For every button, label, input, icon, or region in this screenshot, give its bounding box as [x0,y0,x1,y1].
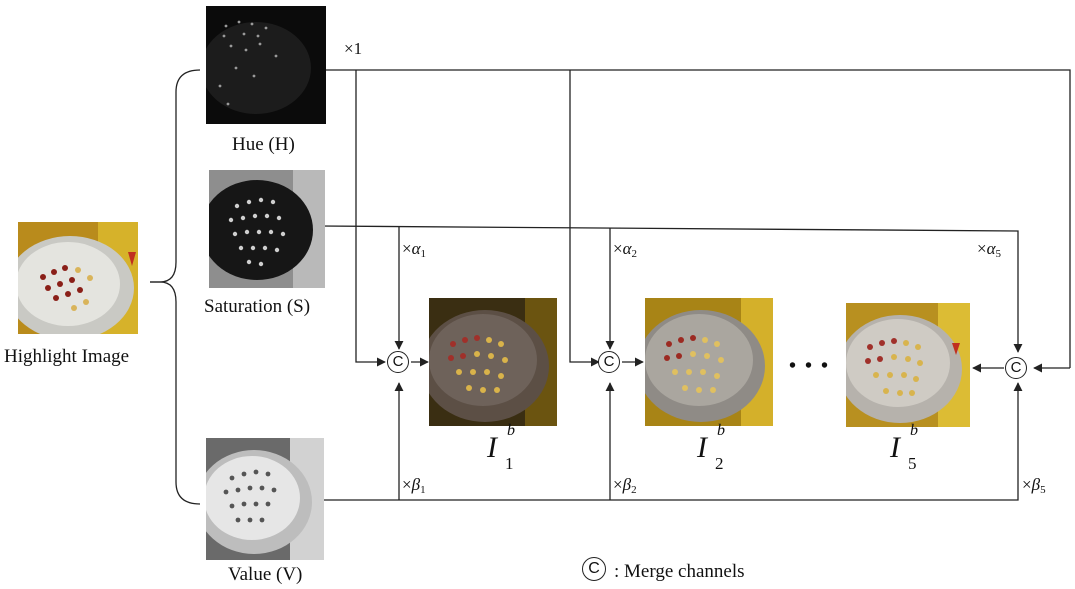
saturation-channel-image [209,170,325,288]
hue-label: Hue (H) [232,134,295,155]
legend-merge-icon: C [582,557,606,581]
alpha-2-coef: ×α2 [613,239,638,260]
output-image-1 [429,298,557,426]
output-image-2 [645,298,773,426]
value-label: Value (V) [228,564,303,585]
merge-node-1: C [387,351,409,373]
saturation-label: Saturation (S) [204,296,311,317]
value-channel-image [206,438,324,560]
beta-5-coef: ×β5 [1022,475,1046,496]
merge-node-2: C [598,351,620,373]
legend-text: : Merge channels [614,561,745,582]
hue-channel-image [206,6,326,124]
beta-1-coef: ×β1 [402,475,426,496]
ellipsis: • • • [789,355,831,377]
beta-2-coef: ×β2 [613,475,637,496]
output-image-5 [846,303,970,427]
highlight-image-label: Highlight Image [4,346,130,367]
highlight-image [18,222,138,334]
alpha-1-coef: ×α1 [402,239,427,260]
hue-multiplier: ×1 [344,39,363,58]
merge-node-5: C [1005,357,1027,379]
alpha-5-coef: ×α5 [977,239,1002,260]
